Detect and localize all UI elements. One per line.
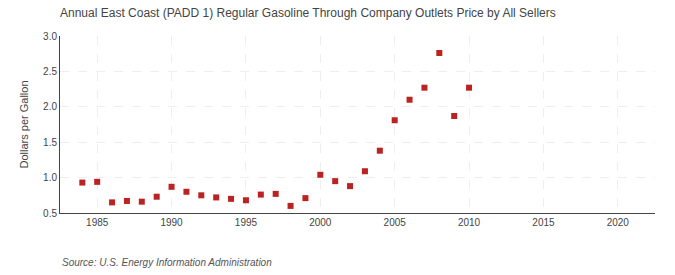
- svg-text:2000: 2000: [309, 217, 332, 228]
- svg-text:2005: 2005: [384, 217, 407, 228]
- svg-text:2015: 2015: [532, 217, 555, 228]
- svg-text:1995: 1995: [235, 217, 258, 228]
- svg-text:1.5: 1.5: [43, 137, 57, 148]
- svg-text:2.0: 2.0: [43, 101, 57, 112]
- svg-text:3.0: 3.0: [43, 31, 57, 42]
- svg-text:2010: 2010: [458, 217, 481, 228]
- svg-text:1990: 1990: [160, 217, 183, 228]
- svg-text:1985: 1985: [86, 217, 109, 228]
- svg-text:Annual East Coast (PADD 1) Reg: Annual East Coast (PADD 1) Regular Gasol…: [60, 6, 556, 20]
- svg-text:Dollars per Gallon: Dollars per Gallon: [18, 80, 30, 168]
- svg-text:0.5: 0.5: [43, 208, 57, 219]
- svg-text:2020: 2020: [607, 217, 630, 228]
- svg-text:2.5: 2.5: [43, 66, 57, 77]
- svg-text:Source: U.S. Energy Informatio: Source: U.S. Energy Information Administ…: [62, 257, 272, 268]
- svg-text:1.0: 1.0: [43, 172, 57, 183]
